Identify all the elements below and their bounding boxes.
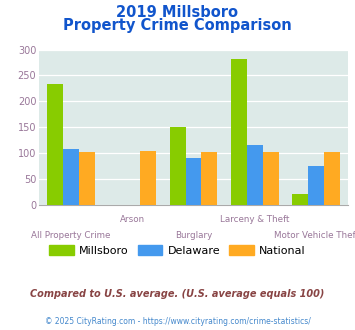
- Legend: Millsboro, Delaware, National: Millsboro, Delaware, National: [45, 240, 310, 260]
- Text: Property Crime Comparison: Property Crime Comparison: [63, 18, 292, 33]
- Bar: [231, 59, 247, 205]
- Bar: [79, 152, 95, 205]
- Bar: [324, 152, 340, 205]
- Bar: [292, 194, 308, 205]
- Bar: [308, 166, 324, 205]
- Bar: [186, 157, 201, 205]
- Bar: [201, 152, 217, 205]
- Bar: [170, 126, 186, 205]
- Text: Arson: Arson: [120, 215, 145, 224]
- Bar: [47, 84, 63, 205]
- Text: Compared to U.S. average. (U.S. average equals 100): Compared to U.S. average. (U.S. average …: [30, 289, 325, 299]
- Text: Burglary: Burglary: [175, 231, 212, 240]
- Text: 2019 Millsboro: 2019 Millsboro: [116, 5, 239, 20]
- Text: All Property Crime: All Property Crime: [31, 231, 111, 240]
- Bar: [63, 149, 79, 205]
- Bar: [140, 151, 156, 205]
- Bar: [263, 152, 279, 205]
- Text: Motor Vehicle Theft: Motor Vehicle Theft: [274, 231, 355, 240]
- Bar: [247, 145, 263, 205]
- Text: © 2025 CityRating.com - https://www.cityrating.com/crime-statistics/: © 2025 CityRating.com - https://www.city…: [45, 317, 310, 326]
- Text: Larceny & Theft: Larceny & Theft: [220, 215, 289, 224]
